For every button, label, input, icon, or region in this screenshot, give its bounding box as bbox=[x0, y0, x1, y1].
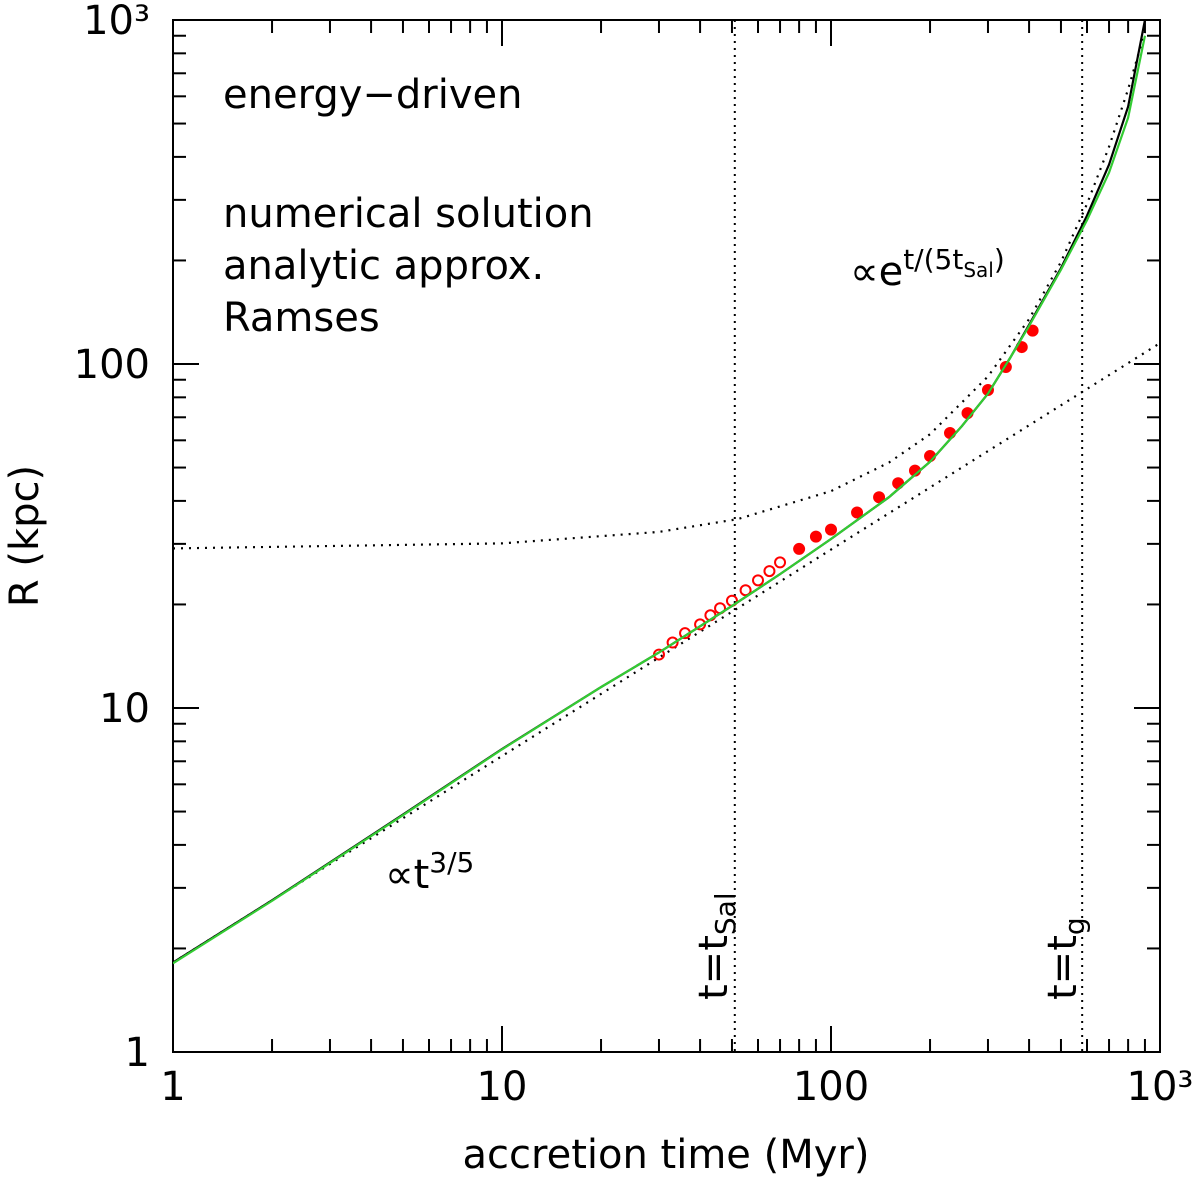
legend-entry: numerical solution bbox=[223, 191, 594, 237]
data-point bbox=[666, 636, 679, 649]
plot-frame bbox=[172, 19, 1161, 1053]
annotation-part: ) bbox=[994, 243, 1005, 276]
annotation: ∝et/(5tSal) bbox=[850, 243, 1005, 295]
data-point bbox=[825, 523, 837, 536]
annotation-part: 3/5 bbox=[429, 846, 474, 879]
plot-area bbox=[173, 20, 1160, 965]
data-point bbox=[873, 491, 886, 504]
y-tick-label: 1 bbox=[125, 1030, 150, 1076]
data-point bbox=[739, 584, 752, 597]
series-line bbox=[173, 20, 1147, 964]
annotation-part: ∝t bbox=[385, 852, 429, 898]
data-point bbox=[763, 565, 776, 578]
annotation-part: t/(5t bbox=[903, 243, 963, 276]
data-point bbox=[809, 530, 822, 543]
x-tick-label: 1 bbox=[160, 1064, 185, 1110]
annotation: t=tSal bbox=[691, 892, 742, 1000]
subtitle: energy−driven bbox=[223, 72, 522, 118]
x-tick-label: 100 bbox=[793, 1064, 869, 1110]
x-axis-label: accretion time (Myr) bbox=[463, 1132, 870, 1178]
data-point bbox=[774, 556, 787, 569]
data-point bbox=[851, 506, 864, 519]
data-point bbox=[1026, 324, 1039, 337]
data-point bbox=[793, 542, 806, 555]
data-point bbox=[924, 450, 937, 463]
annotation-part: ∝e bbox=[850, 249, 903, 295]
legend-entry: Ramses bbox=[223, 295, 380, 341]
y-axis-label: R (kpc) bbox=[2, 465, 48, 607]
x-tick-label: 10³ bbox=[1127, 1064, 1194, 1110]
annotation-part: Sal bbox=[709, 892, 742, 935]
data-point bbox=[752, 574, 765, 587]
annotation: ∝t3/5 bbox=[385, 846, 474, 898]
y-tick-label: 10³ bbox=[83, 0, 150, 44]
y-tick-label: 10 bbox=[99, 686, 150, 732]
y-tick-label: 100 bbox=[74, 342, 150, 388]
x-tick-label: 10 bbox=[477, 1064, 528, 1110]
annotation-part: t=t bbox=[691, 935, 737, 1000]
annotation: t=tg bbox=[1040, 917, 1091, 1000]
annotation-part: g bbox=[1058, 917, 1091, 935]
annotation-part: Sal bbox=[963, 258, 994, 282]
series-line bbox=[173, 35, 1147, 965]
legend-entry: analytic approx. bbox=[223, 243, 544, 289]
annotation-part: t=t bbox=[1040, 935, 1086, 1000]
